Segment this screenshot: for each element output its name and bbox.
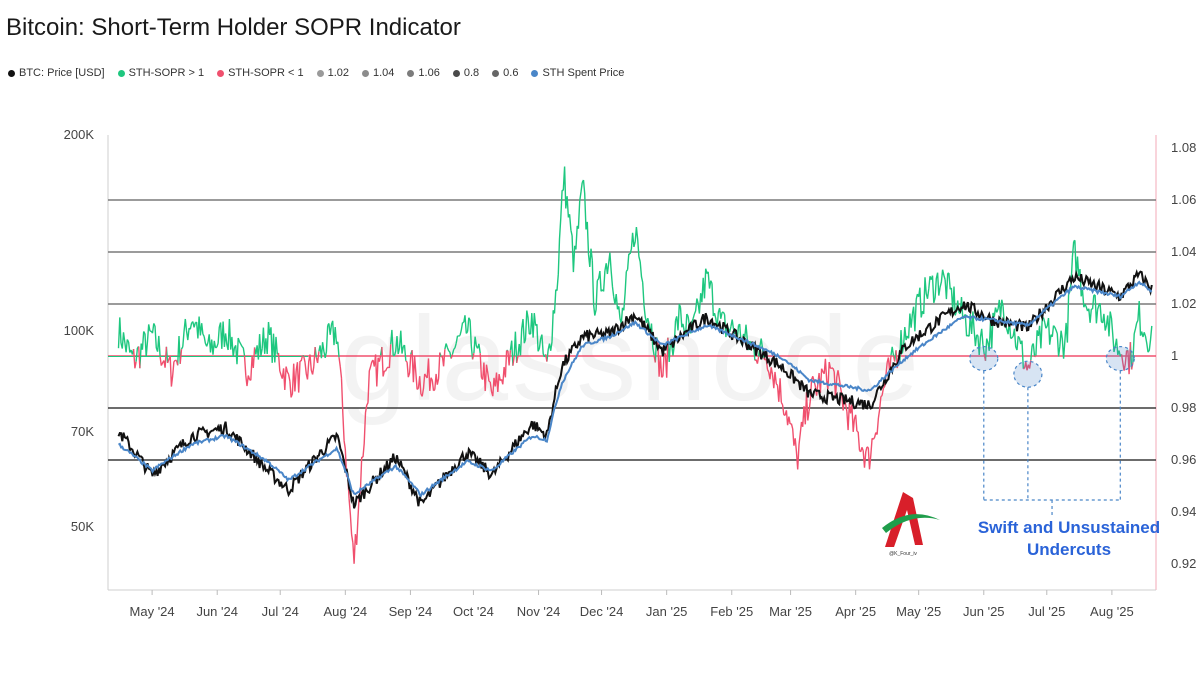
legend-item-1-02[interactable]: 1.02	[316, 67, 349, 79]
author-logo: @K_Four_iv	[882, 492, 940, 557]
y-right-tick-label: 0.94	[1171, 504, 1196, 519]
undercut-circle	[969, 346, 999, 372]
chart-title: Bitcoin: Short-Term Holder SOPR Indicato…	[6, 14, 461, 41]
x-tick-label: Nov '24	[517, 604, 561, 619]
undercut-circle	[1105, 346, 1135, 372]
x-tick-label: May '24	[130, 604, 175, 619]
x-tick-label: Dec '24	[580, 604, 624, 619]
legend-item-0-8[interactable]: 0.8	[452, 67, 480, 79]
y-right-tick-label: 1.08	[1171, 140, 1196, 155]
x-tick-label: Aug '24	[323, 604, 367, 619]
x-tick-label: Apr '25	[835, 604, 876, 619]
y-left-tick-label: 100K	[64, 323, 95, 338]
legend-dot-icon	[452, 69, 460, 77]
watermark-text: glassnode	[340, 292, 923, 426]
x-tick-label: Oct '24	[453, 604, 494, 619]
y-right-tick-label: 1	[1171, 348, 1178, 363]
legend-label: 1.06	[418, 67, 440, 79]
x-tick-label: Aug '25	[1090, 604, 1134, 619]
y-left-tick-label: 70K	[71, 424, 94, 439]
sth-spent-price-line	[118, 280, 1153, 498]
x-tick-label: Jun '24	[196, 604, 238, 619]
legend-dot-icon	[117, 69, 125, 77]
legend-dot-icon	[492, 69, 500, 77]
y-left-tick-label: 200K	[64, 127, 95, 142]
legend-dot-icon	[8, 69, 15, 77]
y-right-tick-label: 0.98	[1171, 400, 1196, 415]
legend-item-1-04[interactable]: 1.04	[362, 67, 394, 79]
legend-dot-icon	[316, 69, 324, 77]
legend-dot-icon	[362, 69, 369, 77]
x-tick-label: Sep '24	[389, 604, 433, 619]
logo-handle: @K_Four_iv	[889, 551, 917, 557]
legend-dot-icon	[217, 69, 225, 77]
x-tick-label: Mar '25	[769, 604, 812, 619]
legend-label: STH Spent Price	[542, 67, 625, 79]
undercut-circle	[1013, 360, 1043, 388]
y-right-tick-label: 0.92	[1171, 556, 1196, 571]
legend-label: STH-SOPR < 1	[228, 67, 304, 79]
x-tick-label: May '25	[896, 604, 941, 619]
sopr-above-one-line	[117, 166, 1153, 370]
legend-item-1-06[interactable]: 1.06	[407, 67, 440, 79]
x-tick-label: Jul '24	[262, 604, 299, 619]
logo-swoosh-icon	[882, 514, 940, 533]
annotation-text: Undercuts	[1027, 540, 1111, 559]
legend-item-sth-sopr-1[interactable]: STH-SOPR < 1	[217, 67, 304, 79]
x-tick-label: Jul '25	[1028, 604, 1065, 619]
y-left-tick-label: 50K	[71, 519, 94, 534]
y-right-tick-label: 1.02	[1171, 296, 1196, 311]
legend-item-btc-price-usd[interactable]: BTC: Price [USD]	[8, 67, 105, 79]
legend-dot-icon	[407, 69, 415, 77]
legend-label: 0.6	[503, 67, 519, 79]
legend-item-sth-sopr-1[interactable]: STH-SOPR > 1	[117, 67, 205, 79]
legend-label: 1.04	[373, 67, 395, 79]
logo-a-icon	[885, 492, 923, 547]
legend-label: 0.8	[463, 67, 480, 79]
y-right-tick-label: 1.06	[1171, 192, 1196, 207]
legend-dot-icon	[531, 69, 539, 77]
legend-label: STH-SOPR > 1	[128, 67, 205, 79]
legend-label: 1.02	[327, 67, 349, 79]
btc-price-line	[117, 268, 1153, 509]
legend-item-0-6[interactable]: 0.6	[492, 67, 518, 79]
legend-item-sth-spent-price[interactable]: STH Spent Price	[531, 67, 624, 79]
x-tick-label: Jan '25	[646, 604, 688, 619]
legend: BTC: Price [USD] STH-SOPR > 1 STH-SOPR < 1…	[8, 67, 624, 79]
y-right-tick-label: 0.96	[1171, 452, 1196, 467]
legend-label: BTC: Price [USD]	[19, 67, 105, 79]
y-right-tick-label: 1.04	[1171, 244, 1196, 259]
annotation-text: Swift and Unsustained	[978, 518, 1160, 537]
x-tick-label: Feb '25	[710, 604, 753, 619]
x-tick-label: Jun '25	[963, 604, 1005, 619]
